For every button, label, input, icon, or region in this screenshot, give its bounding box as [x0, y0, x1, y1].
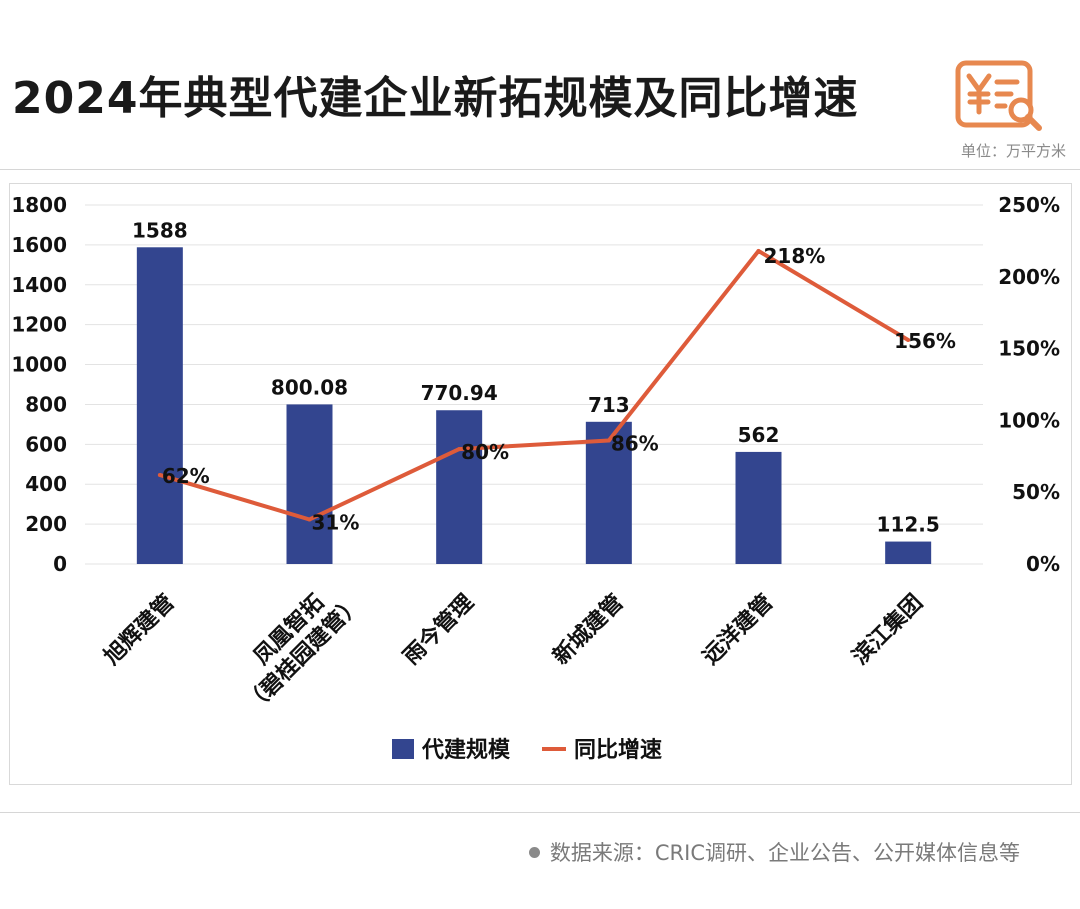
line-point [157, 472, 162, 477]
bar [735, 451, 782, 564]
bar [436, 410, 483, 564]
y-left-tick-label: 1400 [11, 273, 67, 297]
legend-bar-swatch [392, 739, 414, 759]
bar [136, 247, 183, 564]
y-right-tick-label: 0% [1026, 552, 1060, 576]
line-point [457, 447, 462, 452]
category-label-line: 新城建管 [548, 589, 629, 670]
category-label-line: 雨今管理 [398, 589, 479, 670]
line-point [606, 438, 611, 443]
chart-frame [9, 183, 1072, 785]
category-label: 滨江集团 [847, 589, 928, 670]
growth-line [159, 248, 910, 522]
y-right-tick-label: 100% [998, 408, 1060, 432]
line-value-label: 86% [611, 432, 659, 456]
legend-label: 同比增速 [574, 737, 662, 763]
category-label: 旭辉建管 [98, 589, 179, 670]
line-point [906, 337, 911, 342]
y-left-tick-label: 1000 [11, 353, 67, 377]
page-title: 2024年典型代建企业新拓规模及同比增速 [12, 73, 859, 124]
category-label-line: 滨江集团 [847, 589, 928, 670]
y-right-tick-label: 50% [1012, 480, 1060, 504]
y-left-tick-label: 1800 [11, 193, 67, 217]
bar-value-label: 800.08 [271, 375, 348, 399]
line-value-label: 80% [461, 440, 509, 464]
bar-value-label: 562 [738, 423, 780, 447]
y-left-tick-label: 1600 [11, 233, 67, 257]
line-point [756, 248, 761, 253]
top-divider [0, 169, 1080, 170]
data-source-text: 数据来源：CRIC调研、企业公告、公开媒体信息等 [549, 841, 1020, 865]
category-label: 凤凰智拓（碧桂园建管） [220, 571, 367, 718]
line-value-label: 62% [162, 464, 210, 488]
bar-value-label: 1588 [132, 218, 188, 242]
bottom-divider [0, 812, 1080, 813]
y-left-tick-label: 0 [53, 552, 67, 576]
y-left-tick-label: 1200 [11, 313, 67, 337]
legend-label: 代建规模 [421, 738, 511, 763]
data-source: 数据来源：CRIC调研、企业公告、公开媒体信息等 [528, 837, 1020, 867]
y-left-tick-label: 800 [25, 392, 67, 416]
line-value-label: 156% [894, 329, 956, 353]
unit-note: 单位：万平方米 [960, 142, 1066, 160]
y-left-tick-label: 600 [25, 432, 67, 456]
bar [286, 404, 333, 564]
bar-value-label: 770.94 [421, 381, 498, 405]
y-left-tick-label: 200 [25, 512, 67, 536]
category-label: 远洋建管 [698, 589, 779, 670]
category-label: 雨今管理 [398, 589, 479, 670]
y-right-tick-label: 200% [998, 265, 1060, 289]
bar [885, 541, 932, 564]
yen-document-search-icon [955, 60, 1042, 131]
line-point [307, 517, 312, 522]
bar [585, 421, 632, 564]
y-right-tick-label: 150% [998, 337, 1060, 361]
bar-value-label: 112.5 [877, 513, 940, 537]
bullet-icon [528, 846, 540, 858]
y-right-tick-label: 250% [998, 193, 1060, 217]
line-value-label: 31% [312, 510, 360, 534]
line-value-label: 218% [764, 244, 826, 268]
y-left-tick-label: 400 [25, 472, 67, 496]
category-label-line: 远洋建管 [698, 589, 779, 670]
category-label: 新城建管 [548, 589, 629, 670]
category-label-line: 旭辉建管 [98, 589, 179, 670]
combo-chart: 0 200 400 600 800 1000 1200 1400 1600 1800 0% 50% 10… [11, 193, 1060, 763]
bar-value-label: 713 [588, 393, 630, 417]
